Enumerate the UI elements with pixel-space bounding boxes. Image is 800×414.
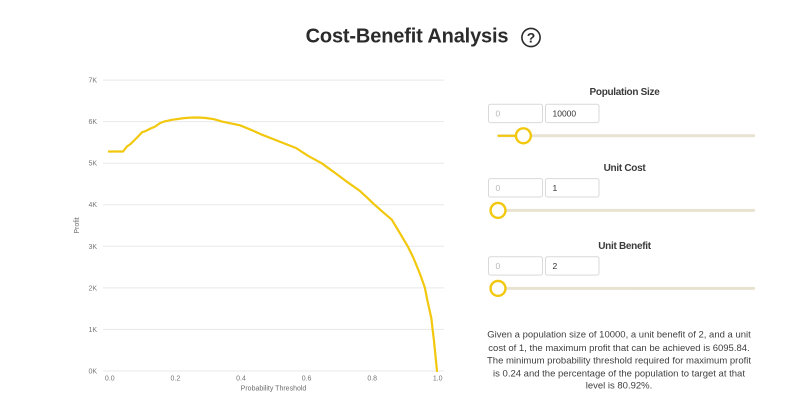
svg-text:Probability Threshold: Probability Threshold <box>241 386 307 393</box>
svg-text:2K: 2K <box>88 285 97 292</box>
svg-text:0.8: 0.8 <box>367 376 377 383</box>
svg-text:0: 0 <box>496 183 501 193</box>
svg-text:level is 80.92%.: level is 80.92%. <box>586 381 653 392</box>
svg-text:0: 0 <box>496 261 501 271</box>
svg-text:?: ? <box>527 30 536 46</box>
svg-text:2: 2 <box>553 261 558 271</box>
svg-text:Unit Benefit: Unit Benefit <box>598 241 651 252</box>
svg-text:The minimum probability thresh: The minimum probability threshold requir… <box>487 356 751 367</box>
svg-text:cost of 1, the maximum profit: cost of 1, the maximum profit that can b… <box>488 343 749 354</box>
svg-text:0: 0 <box>496 109 501 119</box>
svg-text:1K: 1K <box>88 327 97 334</box>
svg-text:Given a population size of 100: Given a population size of 10000, a unit… <box>487 330 751 341</box>
svg-text:1.0: 1.0 <box>433 376 443 383</box>
svg-text:0K: 0K <box>88 369 97 376</box>
svg-text:1: 1 <box>553 183 558 193</box>
svg-text:5K: 5K <box>88 161 97 168</box>
svg-text:0.2: 0.2 <box>171 376 181 383</box>
svg-text:0.4: 0.4 <box>236 376 246 383</box>
svg-text:Cost-Benefit Analysis: Cost-Benefit Analysis <box>306 26 509 48</box>
svg-text:0.6: 0.6 <box>302 376 312 383</box>
svg-text:3K: 3K <box>88 244 97 251</box>
svg-text:10000: 10000 <box>553 109 577 119</box>
svg-text:0.0: 0.0 <box>105 376 115 383</box>
svg-text:Population Size: Population Size <box>590 87 661 98</box>
svg-text:Unit Cost: Unit Cost <box>604 163 647 174</box>
svg-text:7K: 7K <box>88 78 97 85</box>
svg-text:6K: 6K <box>88 119 97 126</box>
svg-text:Profit: Profit <box>74 217 81 233</box>
svg-text:is 0.24 and the percentage of: is 0.24 and the percentage of the popula… <box>493 369 745 380</box>
svg-text:4K: 4K <box>88 202 97 209</box>
